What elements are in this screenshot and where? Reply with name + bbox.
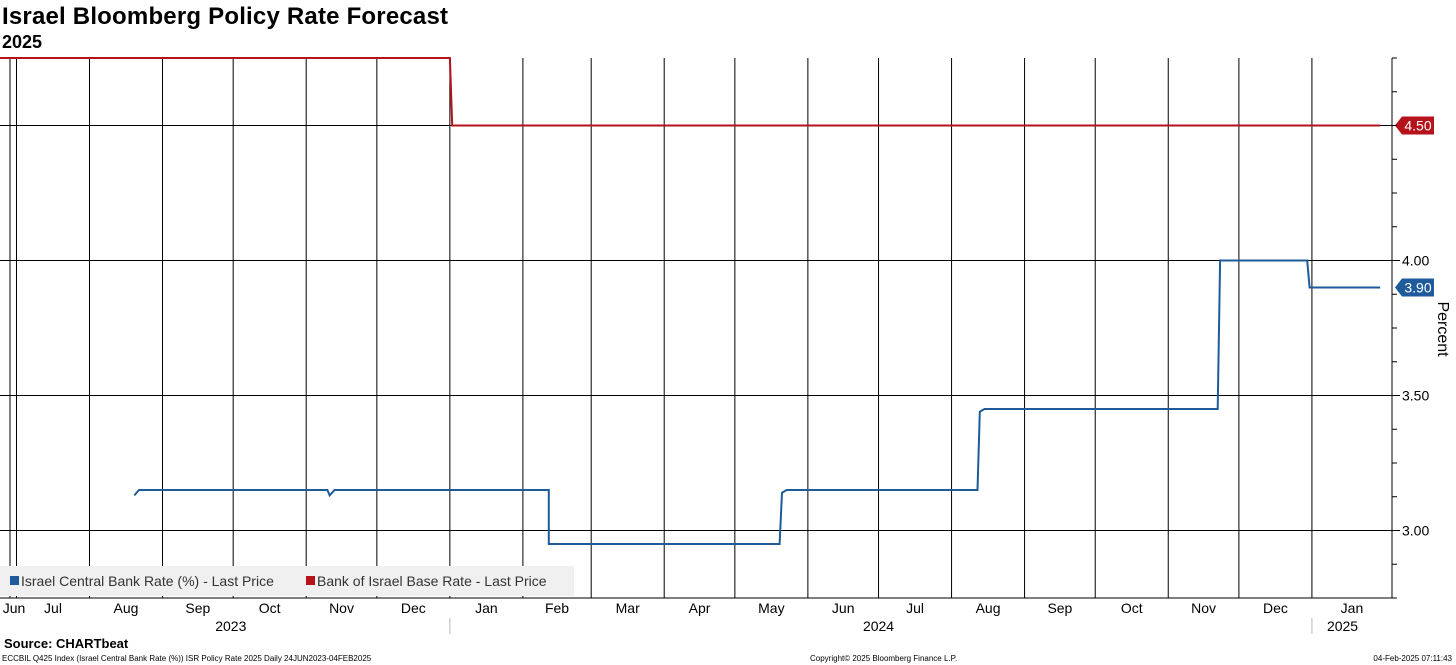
- x-tick-label: Dec: [401, 600, 426, 616]
- x-tick-label: Apr: [689, 600, 711, 616]
- x-tick-label: Jun: [3, 600, 26, 616]
- x-axis: Jun Jul Aug Sep Oct Nov Dec Jan Feb Mar Apr May Jun J…: [0, 597, 1392, 634]
- source-note: Source: CHARTbeat: [4, 636, 129, 651]
- x-tick-label: Nov: [1191, 600, 1216, 616]
- x-tick-label: Sep: [185, 600, 210, 616]
- x-tick-label: Sep: [1047, 600, 1072, 616]
- chart-title: Israel Bloomberg Policy Rate Forecast: [2, 3, 449, 30]
- legend: Israel Central Bank Rate (%) - Last Pric…: [0, 566, 574, 596]
- x-tick-label: Jun: [832, 600, 855, 616]
- chart-subtitle: 2025: [2, 32, 43, 52]
- legend-swatch: [10, 576, 19, 585]
- footer-index-info: ECCBIL Q425 Index (Israel Central Bank R…: [2, 654, 372, 663]
- x-tick-label: Feb: [545, 600, 569, 616]
- y-tick-label: 3.00: [1402, 523, 1429, 539]
- legend-label: Israel Central Bank Rate (%) - Last Pric…: [21, 573, 274, 589]
- series-line: [133, 259, 1381, 545]
- x-tick-label: Dec: [1263, 600, 1288, 616]
- chart-canvas: 3.90 4.50 3.00 3.50 4.00 Jun Jul Aug Sep Oct Nov…: [0, 57, 1451, 634]
- y-tick-label: 3.50: [1402, 388, 1429, 404]
- legend-swatch: [306, 576, 315, 585]
- x-tick-label: Mar: [616, 600, 640, 616]
- x-tick-label: Jul: [44, 600, 62, 616]
- x-tick-label: Aug: [976, 600, 1001, 616]
- x-tick-label: Jan: [1341, 600, 1364, 616]
- x-tick-label: May: [758, 600, 784, 616]
- year-label: 2024: [863, 618, 894, 634]
- legend-background: [0, 566, 574, 596]
- x-tick-label: Jul: [906, 600, 924, 616]
- y-tick-label: 4.00: [1402, 253, 1429, 269]
- x-tick-label: Oct: [259, 600, 281, 616]
- x-tick-label: Jan: [475, 600, 498, 616]
- last-price-label: 3.90: [1404, 280, 1431, 296]
- last-price-label: 4.50: [1404, 118, 1431, 134]
- y-axis-title: Percent: [1434, 301, 1451, 357]
- footer-timestamp: 04-Feb-2025 07:11:43: [1373, 654, 1452, 663]
- legend-label: Bank of Israel Base Rate - Last Price: [317, 573, 547, 589]
- last-price-badge: [1395, 116, 1434, 135]
- series-layer: 3.90 4.50: [0, 57, 1434, 545]
- year-label: 2025: [1327, 618, 1358, 634]
- y-axis: 3.00 3.50 4.00: [1391, 57, 1429, 599]
- x-tick-label: Oct: [1121, 600, 1143, 616]
- last-price-badge: [1395, 278, 1434, 297]
- series-line: [0, 57, 1381, 127]
- year-label: 2023: [215, 618, 246, 634]
- x-tick-label: Nov: [329, 600, 354, 616]
- footer-copyright: Copyright© 2025 Bloomberg Finance L.P.: [810, 654, 958, 663]
- grid-lines: [0, 58, 1392, 598]
- x-tick-label: Aug: [114, 600, 139, 616]
